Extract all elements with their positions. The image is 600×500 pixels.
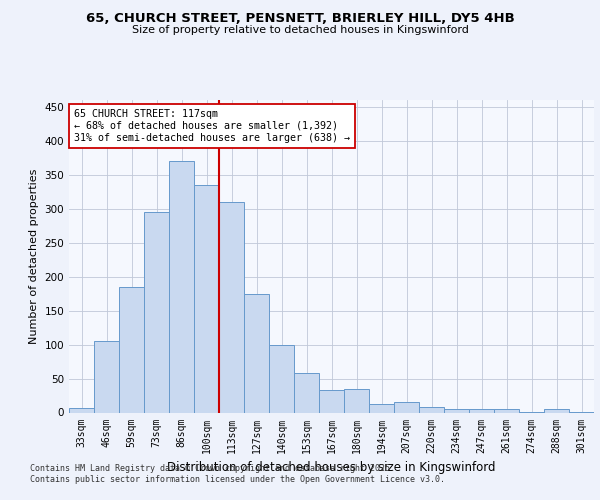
Bar [294,373,319,412]
Text: Contains HM Land Registry data © Crown copyright and database right 2025.: Contains HM Land Registry data © Crown c… [30,464,395,473]
Bar [144,212,169,412]
Bar [394,402,419,412]
Bar [444,409,469,412]
Bar [219,202,244,412]
Bar [544,409,569,412]
Text: 65 CHURCH STREET: 117sqm
← 68% of detached houses are smaller (1,392)
31% of sem: 65 CHURCH STREET: 117sqm ← 68% of detach… [74,110,350,142]
Y-axis label: Number of detached properties: Number of detached properties [29,168,39,344]
Bar [344,390,369,412]
Bar [69,408,94,412]
Bar [369,404,394,412]
Text: Contains public sector information licensed under the Open Government Licence v3: Contains public sector information licen… [30,475,445,484]
Bar [419,407,444,412]
Text: 65, CHURCH STREET, PENSNETT, BRIERLEY HILL, DY5 4HB: 65, CHURCH STREET, PENSNETT, BRIERLEY HI… [86,12,514,26]
Bar [494,409,519,412]
Bar [319,390,344,412]
Bar [194,185,219,412]
Bar [244,294,269,412]
Text: Size of property relative to detached houses in Kingswinford: Size of property relative to detached ho… [131,25,469,35]
Bar [94,341,119,412]
Bar [469,409,494,412]
Bar [269,344,294,412]
Bar [169,161,194,412]
Bar [119,287,144,412]
X-axis label: Distribution of detached houses by size in Kingswinford: Distribution of detached houses by size … [167,461,496,474]
